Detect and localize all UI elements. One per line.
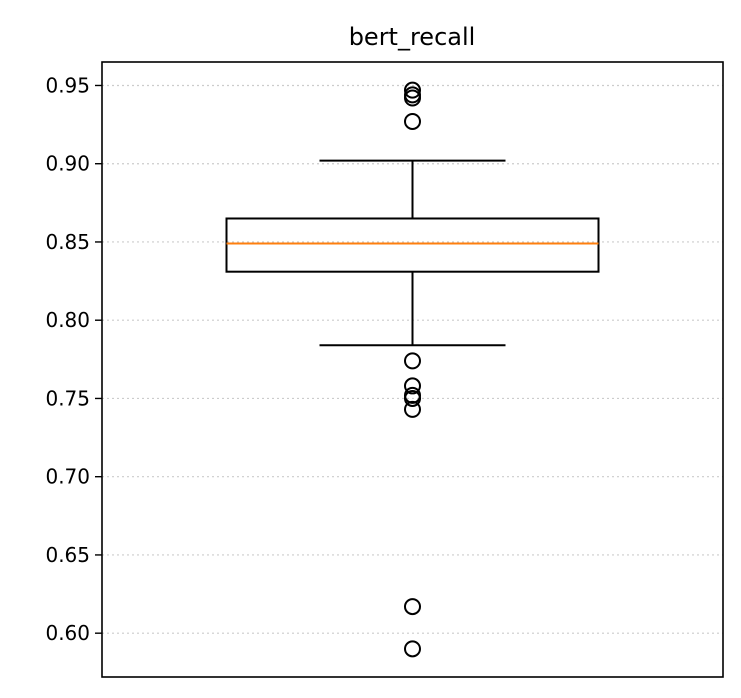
outlier-point [404,81,421,99]
outlier-point [404,400,421,418]
iqr-box [225,217,600,273]
y-tick-label: 0.70 [45,465,90,489]
box-plot [225,81,600,658]
outlier-point [404,640,421,658]
y-axis: 0.60 0.65 0.70 0.75 0.80 0.85 0.90 0.95 [45,73,102,645]
chart-title: bert_recall [349,23,476,51]
outlier-point [404,598,421,616]
plot-area-frame [101,61,724,678]
y-tick-label: 0.80 [45,308,90,332]
outlier-point [404,389,421,407]
y-tick-label: 0.95 [45,73,90,97]
y-tick-label: 0.75 [45,386,90,410]
y-tick-label: 0.85 [45,230,90,254]
outlier-point [404,377,421,395]
outlier-point [404,352,421,370]
outlier-point [404,112,421,130]
y-tick-label: 0.90 [45,152,90,176]
outlier-point [404,89,421,107]
y-tick-label: 0.65 [45,543,90,567]
y-tick-label: 0.60 [45,621,90,645]
